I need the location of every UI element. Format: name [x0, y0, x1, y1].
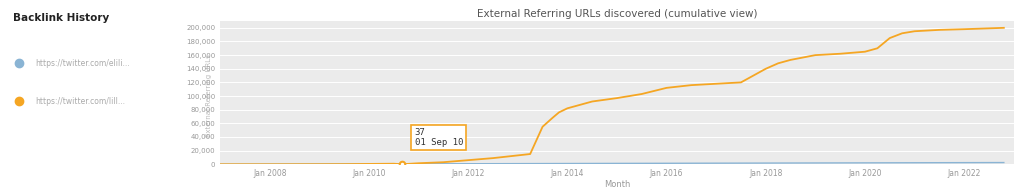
Text: 37
01 Sep 10: 37 01 Sep 10	[415, 128, 463, 147]
Text: https://twitter.com/elili...: https://twitter.com/elili...	[36, 58, 130, 68]
Text: Backlink History: Backlink History	[12, 13, 109, 23]
Text: External Referring URLs: External Referring URLs	[206, 54, 212, 137]
X-axis label: Month: Month	[604, 180, 630, 189]
Title: External Referring URLs discovered (cumulative view): External Referring URLs discovered (cumu…	[477, 9, 757, 19]
Text: https://twitter.com/lill...: https://twitter.com/lill...	[36, 97, 126, 106]
